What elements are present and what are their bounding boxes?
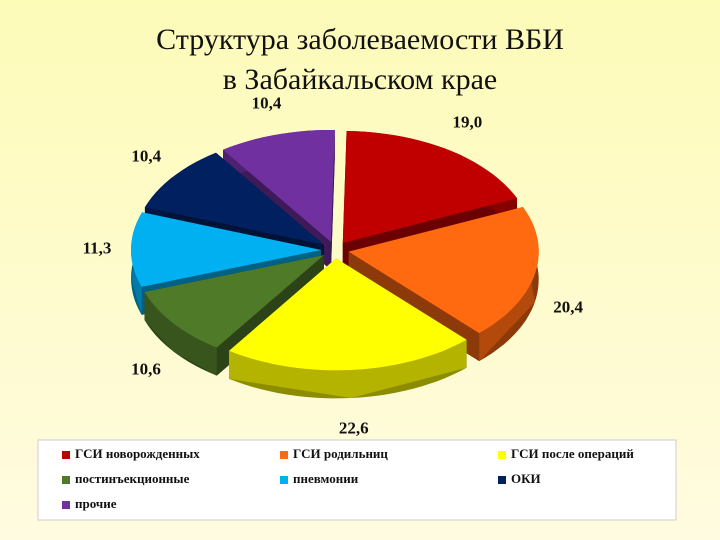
slice-side xyxy=(330,129,335,270)
pie xyxy=(131,129,539,399)
slice xyxy=(342,131,517,244)
slice-wall xyxy=(229,339,467,398)
slice xyxy=(144,152,324,245)
legend-swatch xyxy=(62,451,70,459)
value-label: 11,3 xyxy=(83,238,112,257)
value-label: 10,6 xyxy=(131,359,161,378)
value-label: 22,6 xyxy=(339,418,369,437)
slice xyxy=(348,207,539,334)
legend-swatch xyxy=(498,451,506,459)
legend-label: ГСИ родильниц xyxy=(293,446,388,461)
legend-box xyxy=(37,439,677,521)
chart-title: в Забайкальском крае xyxy=(223,63,497,96)
legend-label: ОКИ xyxy=(511,471,541,486)
legend-swatch xyxy=(62,501,70,509)
slice xyxy=(131,212,322,287)
legend-swatch xyxy=(498,476,506,484)
slice xyxy=(144,255,324,348)
slice xyxy=(223,130,335,242)
legend-label: ГСИ новорожденных xyxy=(75,446,200,461)
legend-label: ГСИ после операций xyxy=(511,446,634,461)
value-label: 19,0 xyxy=(453,113,483,132)
slice-wall xyxy=(479,207,539,362)
legend-label: прочие xyxy=(75,496,117,511)
slice xyxy=(229,258,467,371)
legend-label: пневмонии xyxy=(293,471,359,486)
value-label: 10,4 xyxy=(131,146,161,165)
slice-wall xyxy=(144,292,217,376)
legend-swatch xyxy=(280,476,288,484)
legend-swatch xyxy=(280,451,288,459)
legend-swatch xyxy=(62,476,70,484)
chart-title: Структура заболеваемости ВБИ xyxy=(156,23,564,56)
legend-label: постинъекционные xyxy=(75,471,190,486)
value-label: 20,4 xyxy=(553,297,583,316)
value-label: 10,4 xyxy=(252,93,282,112)
